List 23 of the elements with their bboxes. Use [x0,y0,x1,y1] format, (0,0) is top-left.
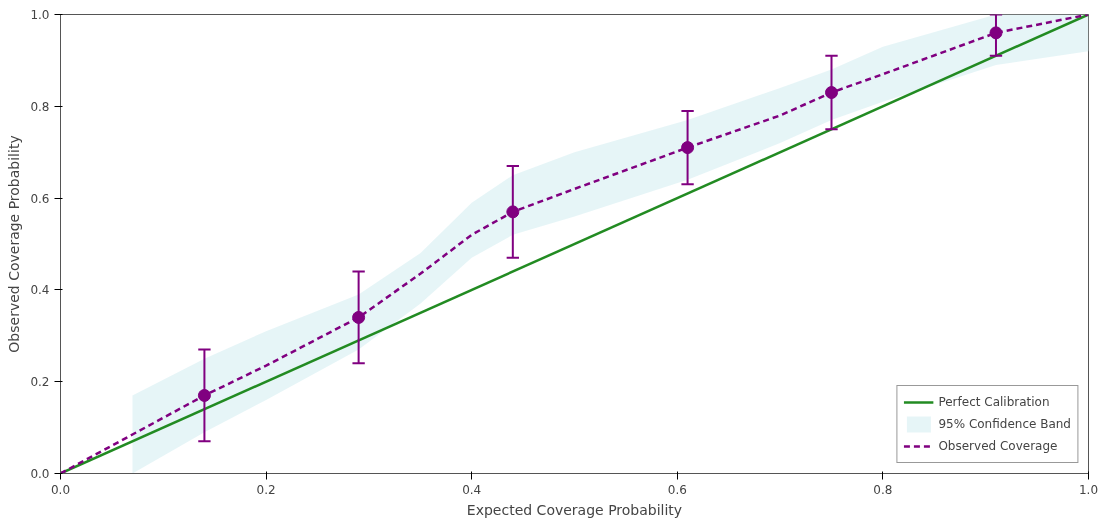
legend-label: Perfect Calibration [938,395,1050,409]
legend-label: 95% Confidence Band [938,417,1071,431]
x-tick-label: 0.8 [873,482,893,497]
x-tick-label: 0.4 [462,482,482,497]
x-axis-title: Expected Coverage Probability [466,501,683,518]
y-tick-label: 0.2 [30,375,50,390]
x-tick-label: 1.0 [1078,482,1099,497]
x-tick-label: 0.0 [50,482,71,497]
y-axis-title: Observed Coverage Probability [6,135,23,353]
point [197,388,211,402]
point [352,310,366,324]
y-tick-label: 0.6 [30,191,50,206]
y-tick-label: 0.8 [30,99,50,114]
y-tick-label: 0.0 [30,467,50,481]
point [506,205,520,219]
legend-label: Observed Coverage [938,439,1058,453]
x-tick-label: 0.6 [667,482,687,497]
point [825,86,838,100]
point [989,26,1003,40]
y-tick-label: 0.4 [30,283,50,298]
y-tick-label: 1.0 [30,8,50,22]
x-tick-label: 0.2 [256,482,276,497]
point [681,141,695,155]
